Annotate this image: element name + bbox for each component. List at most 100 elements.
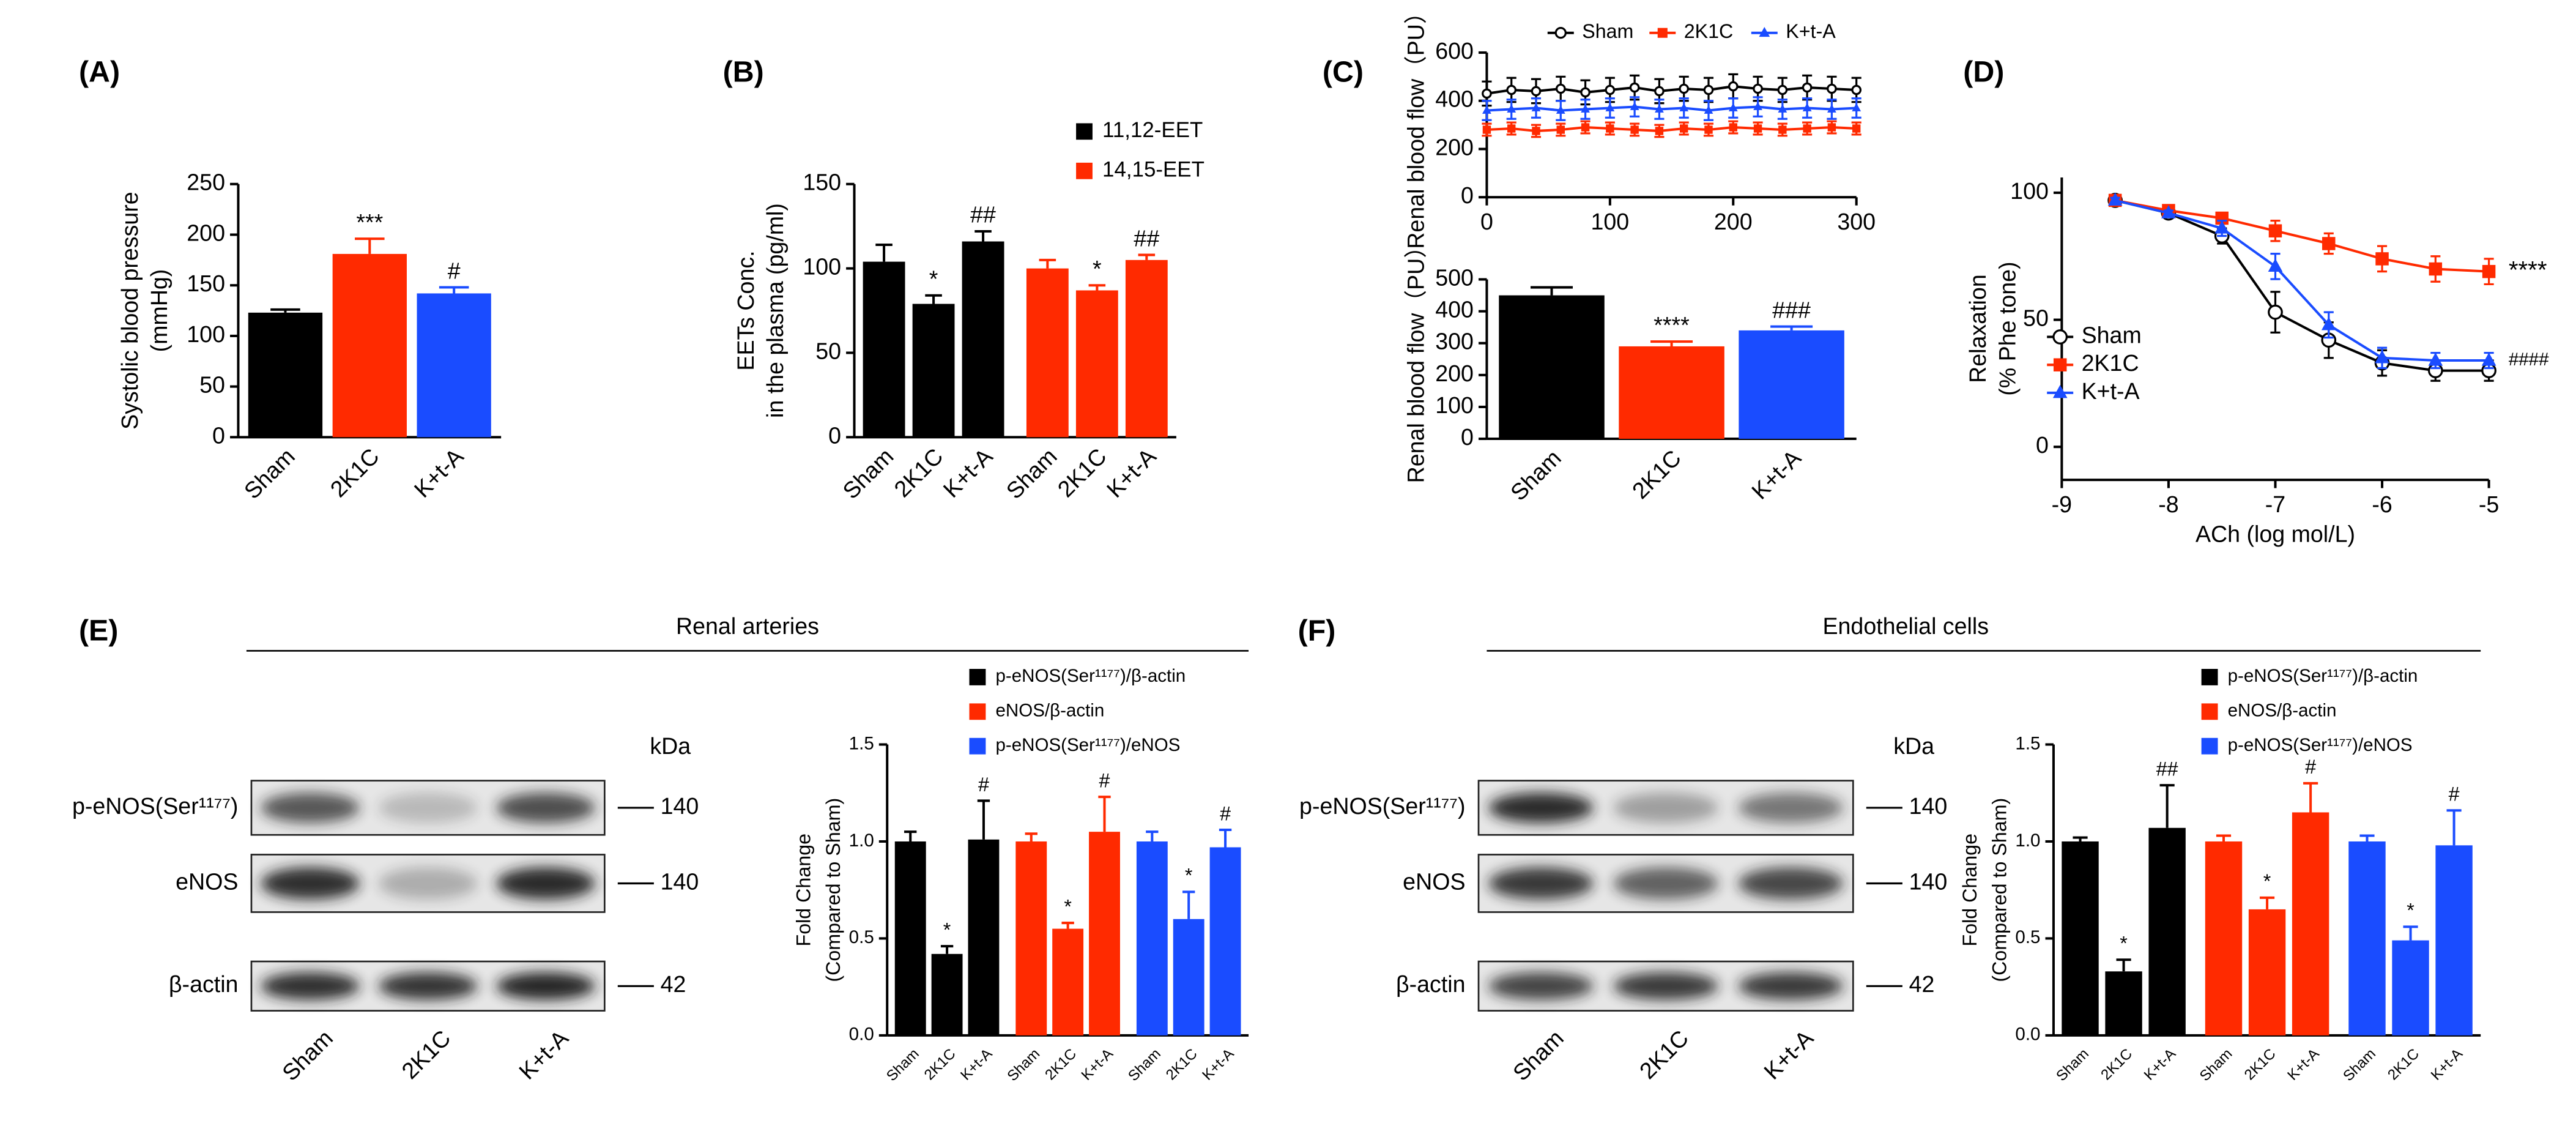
error-bar [1025, 832, 1037, 841]
marker [1482, 88, 1492, 99]
significance: **** [1654, 312, 1690, 338]
marker [1605, 84, 1616, 95]
legend-label: p-eNOS(Ser¹¹⁷⁷)/eNOS [2228, 735, 2413, 755]
marker [2482, 264, 2496, 278]
marker [2375, 252, 2389, 266]
series-line [2115, 199, 2489, 273]
marker [2268, 304, 2283, 320]
bar [931, 953, 963, 1035]
x-tick-label: -9 [2052, 491, 2072, 517]
marker [1654, 86, 1665, 97]
bar [1619, 346, 1724, 439]
x-tick-label: 300 [1837, 209, 1876, 234]
legend-label: eNOS/β-actin [2228, 701, 2337, 721]
bar [2392, 940, 2429, 1035]
error-bar [977, 799, 990, 840]
y-tick-label: 200 [1435, 360, 1474, 386]
x-tick-label: -8 [2158, 491, 2178, 517]
y-tick-label: 150 [803, 170, 841, 195]
blot-band [496, 793, 595, 823]
marker [2428, 353, 2443, 366]
blot-row-label: p-eNOS(Ser¹¹⁷⁷) [72, 793, 238, 819]
blot-band [378, 793, 478, 823]
marker [1728, 81, 1739, 92]
blot-band [1738, 867, 1843, 900]
legend-marker [1554, 27, 1567, 39]
marker [1506, 84, 1517, 95]
bar [417, 293, 491, 438]
y-axis-label: in the plasma (pg/ml) [762, 203, 788, 418]
x-tick-label: Sham [2197, 1045, 2236, 1084]
y-tick-label: 150 [187, 270, 225, 296]
lane-label: K+t-A [1759, 1025, 1818, 1084]
marker [1778, 125, 1787, 134]
blot-band [1613, 972, 1718, 1000]
x-tick-label: Sham [1505, 445, 1566, 505]
y-tick-label: 0.5 [849, 927, 874, 947]
legend-marker [2052, 329, 2068, 345]
x-tick-label: -7 [2265, 491, 2285, 517]
y-tick-label: 500 [1435, 264, 1474, 290]
panel-label: (E) [79, 614, 118, 647]
x-tick-label: -5 [2479, 491, 2499, 517]
significance: # [2449, 783, 2460, 805]
bar [2348, 841, 2386, 1035]
x-tick-label: Sham [883, 1045, 922, 1084]
y-tick-label: 400 [1435, 297, 1474, 323]
significance: *** [356, 209, 383, 235]
error-bar [2259, 896, 2275, 909]
bar [248, 312, 323, 438]
blot-row-label: β-actin [1396, 971, 1466, 997]
blot-band [1488, 867, 1594, 900]
blot-title: Endothelial cells [1822, 613, 1989, 639]
panel-label: (B) [723, 56, 764, 89]
x-tick-label: Sham [2053, 1045, 2092, 1084]
significance: # [448, 258, 461, 283]
blot-title: Renal arteries [676, 613, 819, 639]
x-tick-label: 2K1C [325, 443, 384, 502]
blot-row-label: β-actin [169, 971, 239, 997]
marker [1531, 103, 1541, 111]
y-axis-label: (Compared to Sham) [822, 798, 844, 982]
bar [863, 261, 905, 438]
marker [2481, 353, 2496, 366]
series-line [1487, 105, 1857, 112]
marker [1630, 125, 1639, 134]
bar [1026, 268, 1069, 438]
error-bar [1088, 284, 1106, 291]
error-bar [2073, 836, 2088, 841]
blot-row-label: eNOS [1403, 868, 1465, 894]
marker [2214, 220, 2230, 234]
panel: 0.0 0.5 1.0 1.5 Fold Change (Compared to Sham… [1959, 666, 2481, 1084]
bar [2292, 812, 2329, 1035]
error-bar [355, 237, 385, 254]
blot-band [1488, 793, 1594, 823]
blot-band [261, 793, 360, 823]
marker [1778, 104, 1787, 113]
x-tick-label: K+t-A [2284, 1045, 2323, 1084]
legend-label: 2K1C [2082, 350, 2139, 376]
x-tick-label: 2K1C [1163, 1045, 1201, 1083]
size-label: 140 [661, 868, 699, 894]
bar [1499, 295, 1605, 439]
x-tick-label: -6 [2372, 491, 2392, 517]
blot-band [261, 867, 360, 900]
x-tick-label: 2K1C [1042, 1045, 1080, 1083]
x-tick-label: Sham [1001, 443, 1062, 504]
error-bar [1146, 830, 1159, 841]
bar [1125, 259, 1168, 438]
size-label: 140 [1909, 868, 1948, 894]
y-axis-label: Relaxation [1965, 274, 1991, 383]
blot-band [378, 867, 478, 900]
marker [2268, 258, 2283, 272]
legend-marker [1657, 28, 1668, 38]
x-tick-label: K+t-A [1078, 1045, 1117, 1084]
marker [1852, 124, 1861, 133]
marker [1802, 103, 1812, 111]
marker [1704, 105, 1713, 114]
x-tick-label: K+t-A [2141, 1045, 2180, 1084]
y-axis-label: Fold Change [792, 834, 814, 947]
panel: (B) 0 50 100 150 EETs Conc. in the plasma (pg/… [723, 56, 1204, 504]
legend-label: 14,15-EET [1102, 158, 1204, 182]
